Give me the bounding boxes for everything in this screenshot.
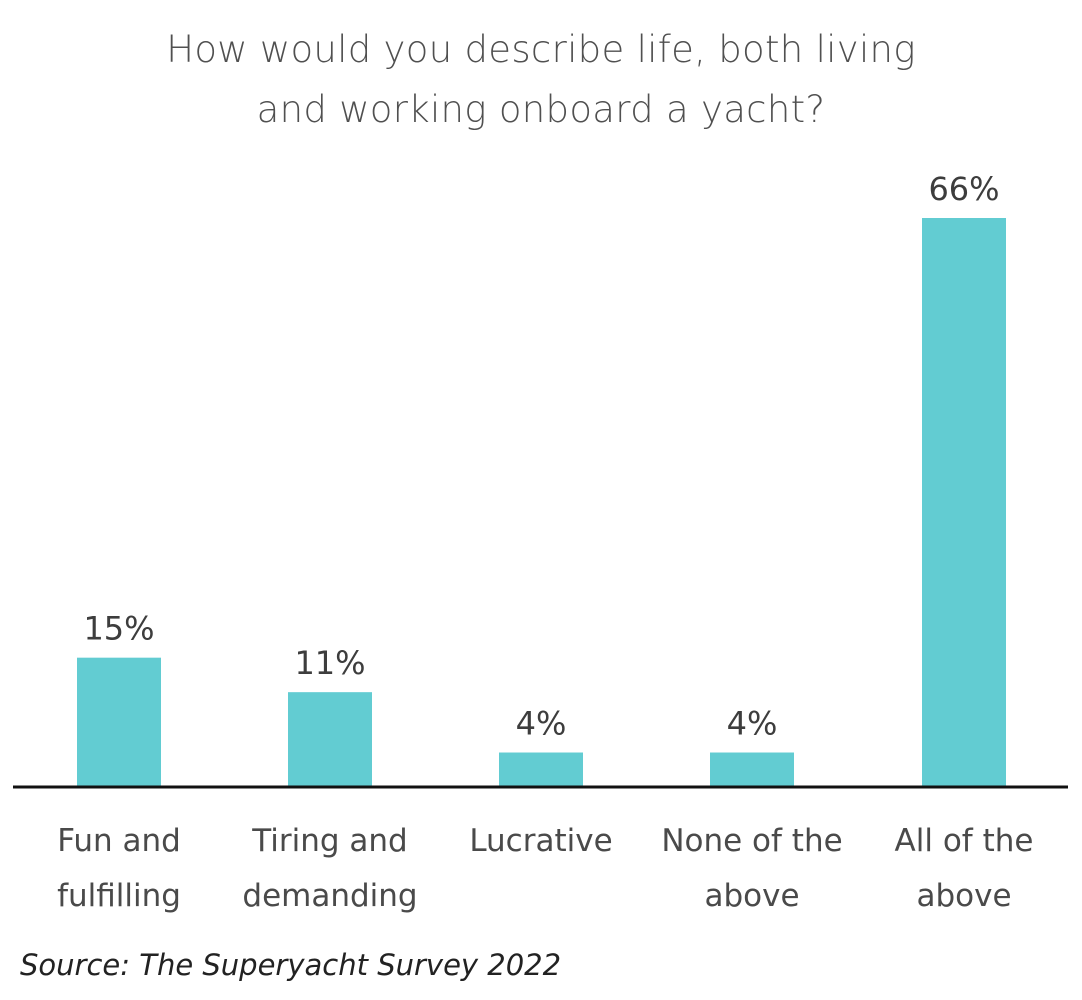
- category-label-5-line-2: above: [916, 878, 1011, 914]
- bar-3: [499, 752, 583, 787]
- category-label-2-line-2: demanding: [242, 878, 417, 914]
- chart-title-line-1: How would you describe life, both living: [166, 28, 916, 71]
- data-label-4: 4%: [727, 705, 778, 743]
- bar-1: [77, 657, 161, 787]
- category-label-3-line-1: Lucrative: [469, 823, 612, 859]
- category-label-1-line-1: Fun and: [57, 823, 181, 859]
- category-label-5-line-1: All of the: [895, 823, 1034, 859]
- category-label-2-line-1: Tiring and: [251, 823, 407, 859]
- source-note: Source: The Superyacht Survey 2022: [20, 948, 562, 982]
- bar-2: [288, 692, 372, 787]
- category-label-1-line-2: fulfilling: [57, 878, 181, 914]
- data-label-1: 15%: [83, 610, 154, 648]
- category-label-4-line-1: None of the: [661, 823, 842, 859]
- chart-title-line-2: and working onboard a yacht?: [256, 88, 826, 131]
- category-label-4-line-2: above: [704, 878, 799, 914]
- bar-5: [922, 218, 1006, 787]
- data-label-5: 66%: [928, 170, 999, 208]
- bar-4: [710, 752, 794, 787]
- data-label-2: 11%: [294, 644, 365, 682]
- data-label-3: 4%: [516, 705, 567, 743]
